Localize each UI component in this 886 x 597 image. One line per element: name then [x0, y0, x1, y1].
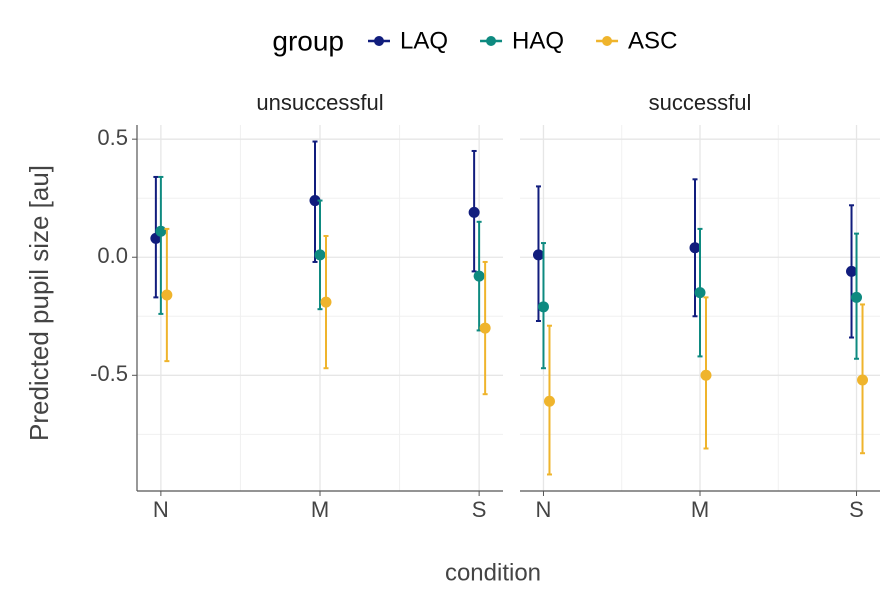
point [161, 289, 173, 301]
legend-dot [602, 36, 613, 46]
legend-label: LAQ [400, 27, 448, 54]
legend-label: ASC [628, 27, 677, 54]
x-tick-label: N [153, 497, 169, 522]
facet-title: successful [649, 90, 752, 115]
x-tick-label: M [691, 497, 709, 522]
x-tick-label: S [849, 497, 864, 522]
point [543, 395, 555, 407]
legend-dot [374, 36, 384, 46]
facet-title: unsuccessful [256, 90, 383, 115]
legend-title: group [272, 25, 344, 56]
y-tick-label: -0.5 [90, 361, 128, 386]
x-tick-label: S [472, 497, 487, 522]
point [532, 249, 544, 261]
point [700, 369, 712, 381]
point [155, 225, 167, 237]
point [857, 374, 869, 386]
point [689, 242, 701, 254]
y-axis-label: Predicted pupil size [au] [24, 165, 54, 441]
point [473, 270, 485, 282]
point [314, 249, 326, 261]
point [851, 291, 863, 303]
point [468, 206, 480, 218]
point [320, 296, 332, 308]
point [537, 301, 549, 313]
legend-dot [486, 36, 497, 46]
x-tick-label: M [311, 497, 329, 522]
y-tick-label: 0.5 [97, 125, 128, 150]
point [309, 195, 321, 207]
point [846, 265, 858, 277]
x-axis-label: condition [445, 559, 541, 586]
y-tick-label: 0.0 [97, 243, 128, 268]
point [479, 322, 491, 334]
point [694, 287, 706, 299]
legend-label: HAQ [512, 27, 564, 54]
x-tick-label: N [536, 497, 552, 522]
